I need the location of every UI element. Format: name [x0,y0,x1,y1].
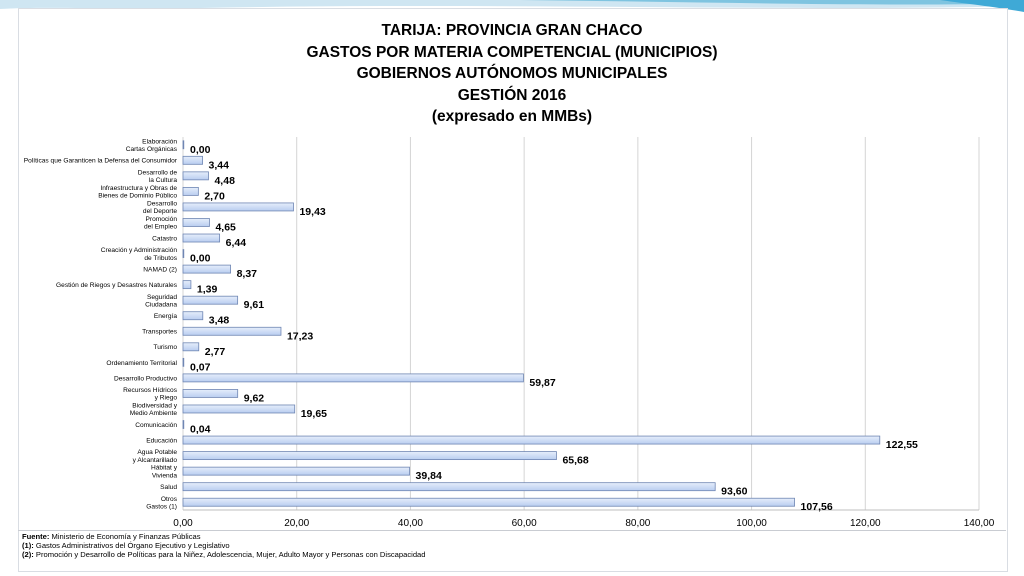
data-label: 2,77 [205,346,226,358]
x-tick-label: 140,00 [964,518,995,529]
bar [182,420,185,429]
footnote-source: Fuente: Ministerio de Economía y Finanza… [22,532,201,541]
footnote-2: (2): Promoción y Desarrollo de Políticas… [22,550,426,559]
bar [182,357,185,367]
data-label: 3,48 [209,315,230,327]
category-label: Agua Potable y Alcantarillado [133,449,178,464]
bar [182,233,221,243]
bar [182,295,239,305]
category-label: Gestión de Riegos y Desastres Naturales [56,282,178,289]
bar [182,342,200,352]
bar [182,264,231,274]
bar [182,249,185,258]
data-label: 122,55 [886,439,918,451]
data-label: 2,70 [204,190,225,202]
category-label: Promoción del Empleo [144,216,177,231]
bar [182,155,203,165]
category-label: Desarrollo de la Cultura [138,169,178,184]
bar [182,171,209,181]
data-label: 59,87 [529,377,555,389]
category-label: Comunicación [135,422,177,429]
data-labels: 0,00 3,44 4,48 2,70 19,43 4,65 6,44 0,00 8,37 1,3… [190,144,918,513]
category-label: Transportes [142,329,178,336]
category-label: Educación [146,437,177,444]
data-label: 93,60 [721,486,747,498]
title-line-1: TARIJA: PROVINCIA GRAN CHACO [381,22,643,39]
category-label: Recursos Hídricos y Riego [123,387,178,402]
category-label: NAMAD (2) [143,267,177,274]
category-label: Hábitat y Vivienda [151,465,178,480]
bar [182,497,795,507]
x-tick-label: 20,00 [284,518,309,529]
chart-title-block: TARIJA: PROVINCIA GRAN CHACO GASTOS POR … [0,20,1024,128]
data-label: 19,65 [301,408,327,420]
category-label: Creación y Administración de Tributos [101,247,178,262]
data-label: 9,61 [244,299,265,311]
bar [182,140,185,150]
bar [182,311,204,321]
x-tick-label: 120,00 [850,518,881,529]
data-label: 3,44 [209,159,230,171]
category-label: Desarrollo del Deporte [143,201,177,216]
title-line-2: GASTOS POR MATERIA COMPETENCIAL (MUNICIP… [306,43,718,61]
bar [182,451,557,461]
data-label: 107,56 [801,501,833,513]
x-tick-label: 40,00 [398,518,423,529]
category-label: Catastro [152,235,177,242]
category-label: Seguridad Ciudadana [145,294,177,309]
category-label: Energía [154,313,177,320]
data-label: 65,68 [562,455,588,467]
data-label: 0,00 [190,253,211,265]
data-label: 17,23 [287,330,313,342]
category-label: Políticas que Garanticen la Defensa del … [24,158,178,165]
footnotes: Fuente: Ministerio de Economía y Finanza… [22,532,1002,559]
gridlines [182,137,980,511]
footnote-1: (1): Gastos Administrativos del Órgano E… [22,541,230,550]
data-label: 0,00 [190,144,211,156]
data-label: 0,04 [190,424,211,436]
data-label: 1,39 [197,284,218,296]
bar [182,218,210,227]
x-tick-label: 0,00 [173,518,193,529]
bar [182,186,199,196]
x-tick-label: 60,00 [512,518,537,529]
title-line-5: (expresado en MMBs) [431,108,593,125]
category-labels: Elaboración Cartas Orgánicas Políticas que… [24,138,178,510]
category-label: Otros Gastos (1) [146,496,177,511]
category-label: Turismo [153,344,177,351]
data-label: 4,65 [215,221,236,233]
data-label: 9,62 [244,392,265,404]
title-line-4: GESTIÓN 2016 [457,86,567,104]
title-line-3: GOBIERNOS AUTÓNOMOS MUNICIPALES [356,65,668,82]
category-label: Desarrollo Productivo [114,375,177,382]
bar [182,482,716,492]
bar [182,389,239,398]
header-decoration [0,0,1024,12]
data-label: 4,48 [214,175,235,187]
bar [182,466,410,476]
data-label: 0,07 [190,361,211,373]
x-tick-label: 100,00 [736,518,767,529]
data-label: 6,44 [226,237,247,249]
bar [182,202,294,212]
x-axis-ticks: 0,00 20,00 40,00 60,00 80,00 100,00 120,00 140,… [173,518,994,529]
data-label: 39,84 [416,470,442,482]
footnote-separator [18,530,1006,531]
category-label: Infraestructura y Obras de Bienes de Domi… [98,185,177,200]
x-tick-label: 80,00 [625,518,650,529]
category-label: Elaboración Cartas Orgánicas [126,138,178,153]
bar [182,404,296,414]
bar [182,280,192,290]
category-label: Ordenamiento Territorial [106,360,177,367]
bar [182,435,881,445]
bars [182,140,881,507]
category-label: Biodiversidad y Medio Ambiente [130,403,178,418]
bar [182,373,524,383]
data-label: 19,43 [299,206,325,218]
data-label: 8,37 [237,268,258,280]
category-label: Salud [160,484,177,491]
bar [182,326,282,336]
